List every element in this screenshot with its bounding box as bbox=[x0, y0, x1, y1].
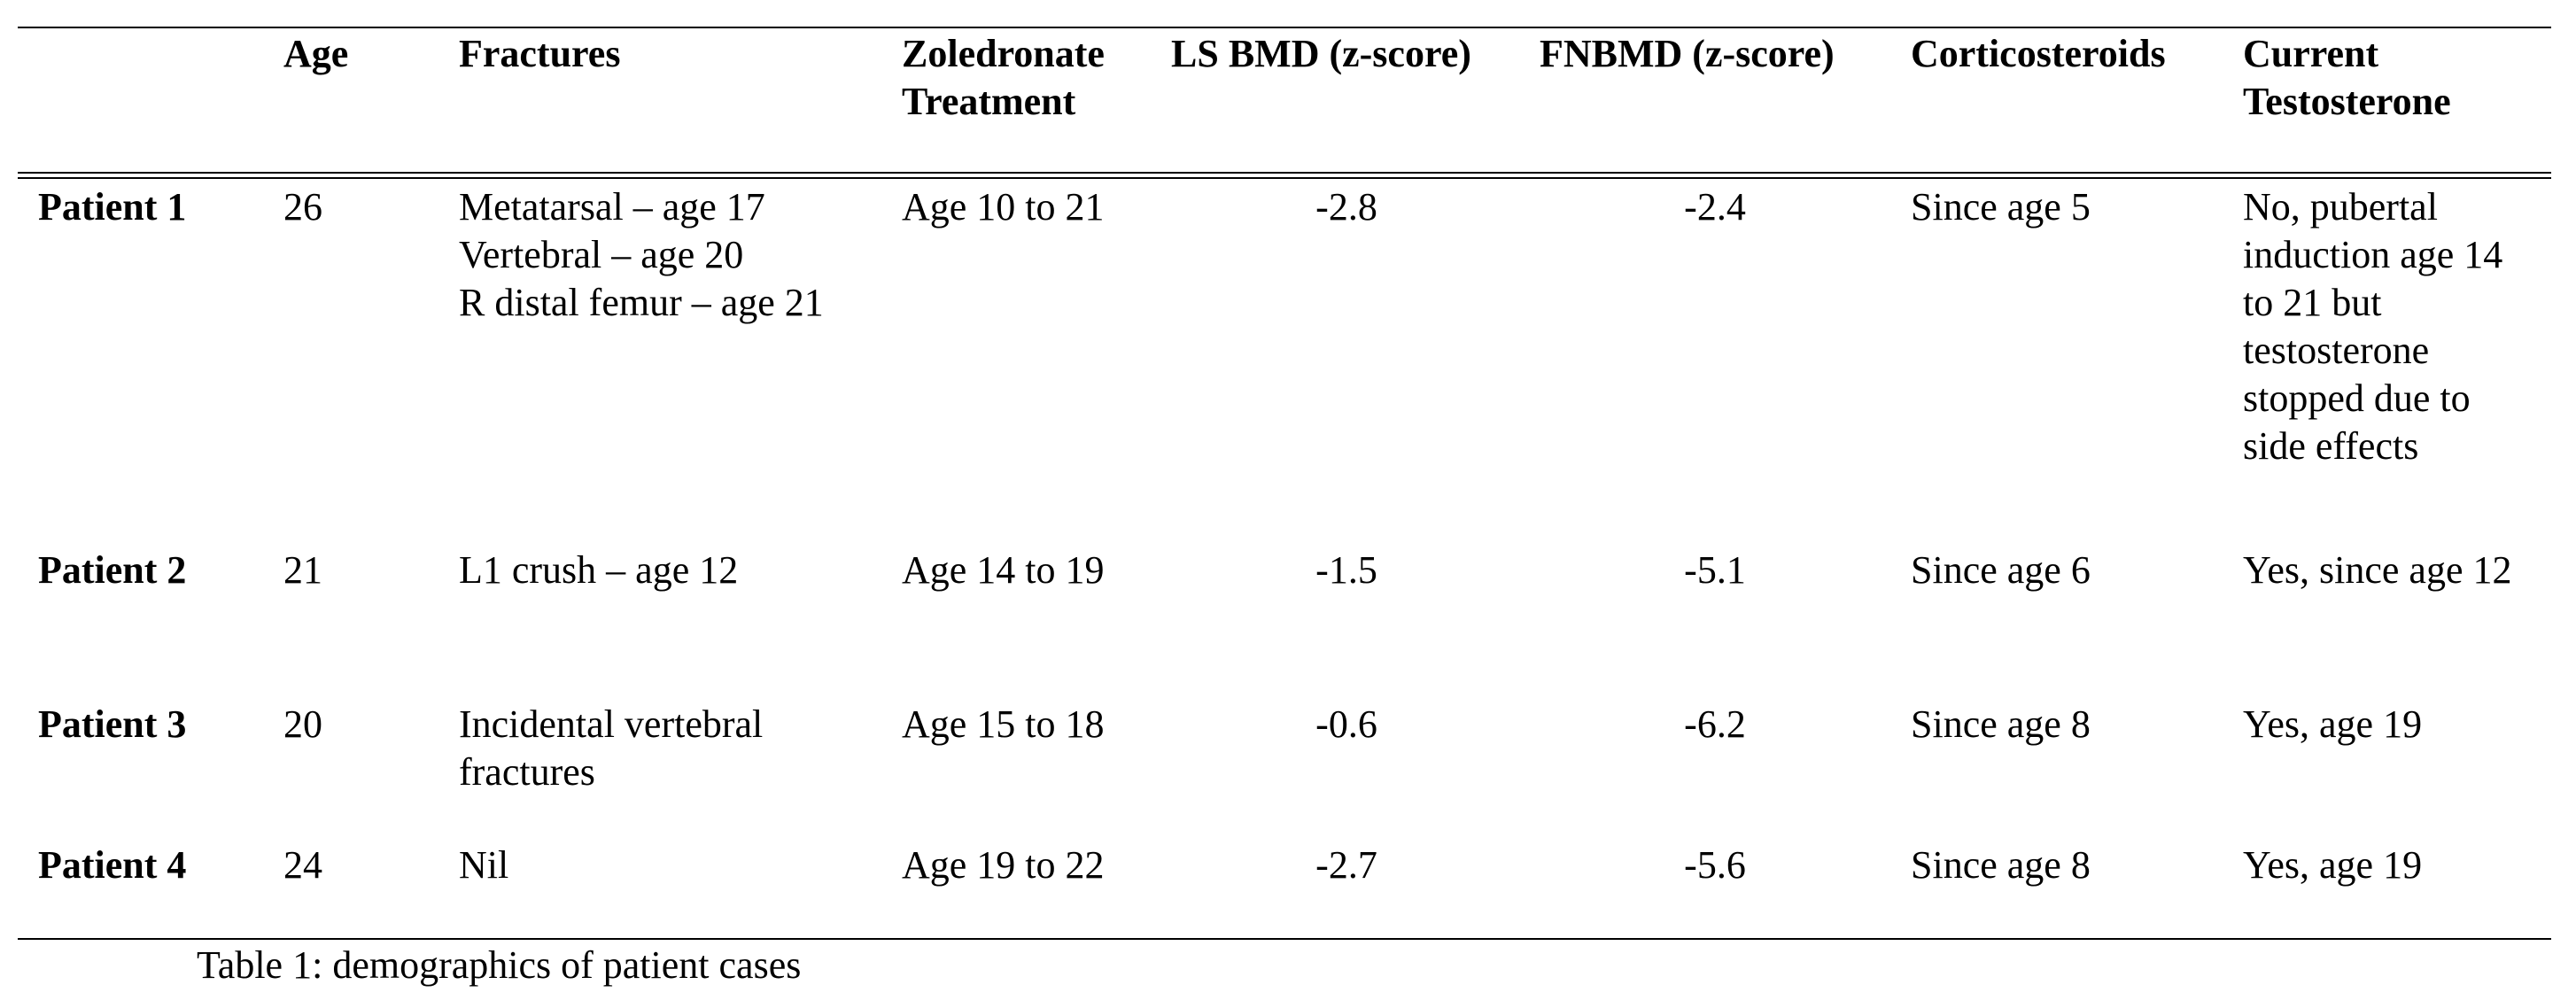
cell-corticosteroids: Since age 5 bbox=[1911, 185, 2091, 229]
header-testosterone: Current Testosterone bbox=[2243, 30, 2451, 126]
header-fractures: Fractures bbox=[459, 32, 621, 75]
header-testosterone-line: Current bbox=[2243, 32, 2379, 75]
testosterone-line: to 21 but bbox=[2243, 281, 2382, 324]
cell-corticosteroids: Since age 6 bbox=[1911, 548, 2091, 592]
cell-fn-bmd: -5.1 bbox=[1684, 548, 1746, 592]
cell-fractures: Metatarsal – age 17 Vertebral – age 20 R… bbox=[459, 183, 824, 327]
table-top-rule bbox=[18, 27, 2551, 28]
testosterone-line: No, pubertal bbox=[2243, 185, 2438, 229]
header-zoledronate: Zoledronate Treatment bbox=[902, 30, 1105, 126]
cell-age: 24 bbox=[283, 843, 322, 887]
header-double-rule-upper bbox=[18, 172, 2551, 174]
cell-fractures: Nil bbox=[459, 841, 508, 889]
testosterone-line: Yes, age 19 bbox=[2243, 843, 2423, 887]
cell-fractures: L1 crush – age 12 bbox=[459, 547, 738, 594]
cell-corticosteroids: Since age 8 bbox=[1911, 843, 2091, 887]
testosterone-line: testosterone bbox=[2243, 329, 2430, 372]
cell-fn-bmd: -6.2 bbox=[1684, 702, 1746, 746]
fracture-line: Metatarsal – age 17 bbox=[459, 185, 765, 229]
cell-ls-bmd: -2.8 bbox=[1315, 185, 1377, 229]
fracture-line: Incidental vertebral bbox=[459, 702, 764, 746]
table-caption: Table 1: demographics of patient cases bbox=[197, 943, 802, 987]
cell-ls-bmd: -0.6 bbox=[1315, 702, 1377, 746]
fracture-line: fractures bbox=[459, 750, 595, 794]
header-zoledronate-line: Treatment bbox=[902, 80, 1076, 123]
cell-zoledronate: Age 19 to 22 bbox=[902, 843, 1105, 887]
cell-corticosteroids: Since age 8 bbox=[1911, 702, 2091, 746]
cell-age: 26 bbox=[283, 185, 322, 229]
cell-fn-bmd: -2.4 bbox=[1684, 185, 1746, 229]
cell-testosterone: Yes, age 19 bbox=[2243, 701, 2422, 748]
cell-testosterone: No, pubertal induction age 14 to 21 but … bbox=[2243, 183, 2502, 470]
header-double-rule-lower bbox=[18, 177, 2551, 179]
cell-zoledronate: Age 15 to 18 bbox=[902, 702, 1105, 746]
cell-zoledronate: Age 10 to 21 bbox=[902, 185, 1105, 229]
header-fn-bmd: FNBMD (z-score) bbox=[1540, 32, 1835, 75]
testosterone-line: induction age 14 bbox=[2243, 233, 2503, 276]
cell-testosterone: Yes, age 19 bbox=[2243, 841, 2422, 889]
fracture-line: R distal femur – age 21 bbox=[459, 281, 824, 324]
testosterone-line: stopped due to bbox=[2243, 376, 2471, 420]
header-corticosteroids: Corticosteroids bbox=[1911, 32, 2166, 75]
header-age: Age bbox=[283, 32, 349, 75]
row-label-patient-4: Patient 4 bbox=[38, 843, 187, 887]
fracture-line: Nil bbox=[459, 843, 509, 887]
row-label-patient-1: Patient 1 bbox=[38, 185, 187, 229]
cell-fn-bmd: -5.6 bbox=[1684, 843, 1746, 887]
cell-zoledronate: Age 14 to 19 bbox=[902, 548, 1105, 592]
fracture-line: L1 crush – age 12 bbox=[459, 548, 739, 592]
table-bottom-rule bbox=[18, 938, 2551, 940]
header-zoledronate-line: Zoledronate bbox=[902, 32, 1105, 75]
cell-age: 21 bbox=[283, 548, 322, 592]
header-testosterone-line: Testosterone bbox=[2243, 80, 2451, 123]
header-ls-bmd: LS BMD (z-score) bbox=[1171, 32, 1471, 75]
testosterone-line: Yes, age 19 bbox=[2243, 702, 2423, 746]
cell-age: 20 bbox=[283, 702, 322, 746]
row-label-patient-3: Patient 3 bbox=[38, 702, 187, 746]
row-label-patient-2: Patient 2 bbox=[38, 548, 187, 592]
testosterone-line: Yes, since age 12 bbox=[2243, 548, 2512, 592]
cell-testosterone: Yes, since age 12 bbox=[2243, 547, 2512, 594]
cell-ls-bmd: -1.5 bbox=[1315, 548, 1377, 592]
testosterone-line: side effects bbox=[2243, 424, 2419, 468]
fracture-line: Vertebral – age 20 bbox=[459, 233, 744, 276]
cell-ls-bmd: -2.7 bbox=[1315, 843, 1377, 887]
cell-fractures: Incidental vertebral fractures bbox=[459, 701, 763, 796]
